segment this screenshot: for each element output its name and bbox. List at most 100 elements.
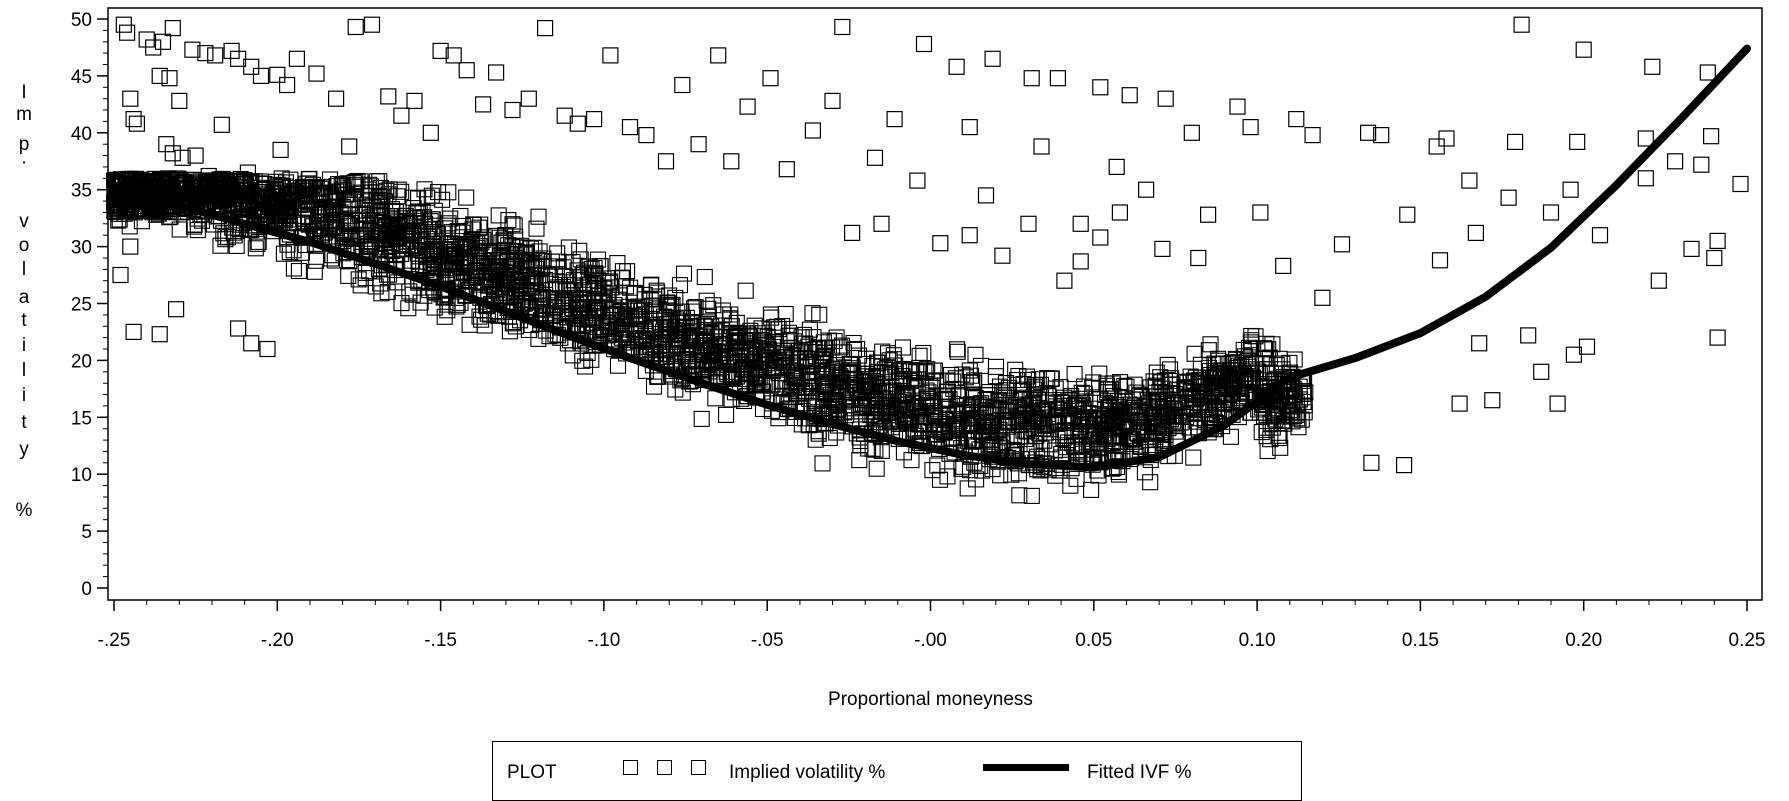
cloud-point-3266 [324, 201, 341, 218]
cloud-point-3211 [937, 410, 954, 427]
x-tick-label-5: -.00 [914, 630, 947, 651]
cloud-point-2866 [965, 415, 982, 432]
scatter-point-53 [488, 64, 505, 81]
cloud-point-2890 [1024, 414, 1041, 431]
y-tick-label-3: 15 [71, 408, 92, 429]
cloud-point-2780 [894, 339, 911, 356]
cloud-point-1176 [807, 431, 824, 448]
cloud-point-3344 [815, 362, 832, 379]
cloud-point-3384 [498, 274, 515, 291]
cloud-point-3335 [786, 363, 803, 380]
cloud-point-2951 [1053, 445, 1070, 462]
cloud-point-3356 [964, 398, 981, 415]
cloud-point-3281 [1296, 404, 1313, 421]
cloud-point-2826 [1090, 430, 1107, 447]
cloud-point-3037 [384, 238, 401, 255]
cloud-point-3346 [1067, 396, 1084, 413]
cloud-point-2495 [609, 357, 627, 374]
cloud-point-2303 [1284, 413, 1301, 430]
cloud-point-2817 [557, 268, 574, 285]
scatter-point-9 [145, 39, 162, 56]
cloud-point-3147 [214, 190, 231, 207]
cloud-point-2782 [1286, 387, 1303, 404]
y-label-letter-2: p [19, 134, 30, 155]
y-label-letter-12: t [21, 412, 27, 433]
cloud-point-3185 [348, 226, 365, 243]
cloud-point-3246 [1157, 385, 1174, 402]
scatter-point-77 [915, 35, 933, 53]
y-tick-label-7: 35 [71, 181, 92, 202]
cloud-point-3212 [974, 427, 991, 444]
cloud-point-3290 [1099, 411, 1116, 428]
cloud-point-3062 [1021, 391, 1038, 408]
cloud-point-3256 [239, 197, 256, 214]
cloud-point-2789 [344, 191, 361, 208]
cloud-point-2347 [664, 298, 681, 315]
cloud-point-2592 [249, 235, 266, 252]
cloud-point-3240 [1083, 481, 1100, 498]
scatter-point-81 [984, 50, 1001, 67]
y-tick-label-0: 0 [81, 579, 92, 600]
cloud-point-874 [868, 460, 885, 477]
cloud-point-3219 [626, 302, 643, 319]
cloud-point-3202 [512, 256, 530, 274]
cloud-point-2164 [614, 269, 631, 286]
cloud-point-829 [400, 300, 417, 317]
cloud-point-116 [675, 265, 693, 282]
cloud-point-2162 [1272, 439, 1289, 456]
scatter-point-128 [1395, 457, 1413, 474]
scatter-point-92 [1242, 118, 1259, 136]
scatter-point-68 [739, 98, 756, 115]
cloud-point-3297 [373, 285, 390, 302]
cloud-point-1822 [1091, 365, 1108, 382]
cloud-point-1458 [308, 252, 325, 269]
cloud-point-3383 [273, 170, 290, 187]
cloud-point-2443 [801, 321, 818, 338]
cloud-point-81 [1281, 354, 1298, 371]
cloud-point-2726 [885, 351, 902, 368]
scatter-point-63 [657, 153, 675, 170]
cloud-point-749 [577, 358, 594, 375]
scatter-point-101 [1500, 189, 1517, 206]
cloud-point-2329 [1068, 470, 1085, 487]
cloud-point-2613 [1102, 381, 1119, 398]
cloud-point-3070 [756, 350, 773, 367]
cloud-point-2450 [569, 262, 586, 279]
cloud-point-2141 [390, 181, 407, 198]
cloud-point-3280 [277, 200, 294, 217]
cloud-point-3227 [1247, 365, 1264, 382]
x-tick-label-1: -.20 [261, 630, 294, 651]
scatter-point-83 [1033, 138, 1050, 155]
cloud-point-2387 [730, 354, 747, 371]
cloud-point-2496 [393, 295, 410, 312]
cloud-point-2446 [255, 189, 272, 206]
cloud-point-2996 [1112, 433, 1129, 450]
scatter-point-102 [1506, 133, 1524, 150]
cloud-point-3116 [1185, 449, 1202, 466]
scatter-point-26 [252, 67, 270, 85]
cloud-point-3338 [129, 175, 146, 192]
scatter-point-140 [1154, 240, 1171, 257]
cloud-point-3242 [1161, 361, 1179, 378]
cloud-point-2705 [528, 220, 545, 237]
cloud-point-3230 [1258, 361, 1275, 378]
cloud-point-2796 [1136, 464, 1153, 481]
cloud-point-2568 [277, 174, 295, 191]
cloud-point-3232 [669, 346, 686, 363]
cloud-point-2583 [661, 314, 678, 331]
cloud-point-2381 [876, 361, 894, 378]
scatter-point-127 [1451, 395, 1468, 412]
cloud-point-3233 [1022, 403, 1039, 420]
cloud-point-1937 [961, 462, 979, 479]
cloud-point-2659 [1297, 384, 1314, 401]
scatter-point-142 [1092, 229, 1109, 246]
cloud-point-2068 [687, 299, 704, 316]
cloud-point-3189 [992, 467, 1009, 484]
cloud-point-1296 [343, 222, 361, 239]
cloud-point-3359 [696, 332, 713, 349]
cloud-point-2342 [713, 369, 730, 386]
cloud-point-3337 [513, 237, 530, 254]
cloud-point-2666 [708, 367, 726, 384]
cloud-point-3258 [825, 379, 842, 396]
scatter-point-93 [1288, 110, 1305, 128]
